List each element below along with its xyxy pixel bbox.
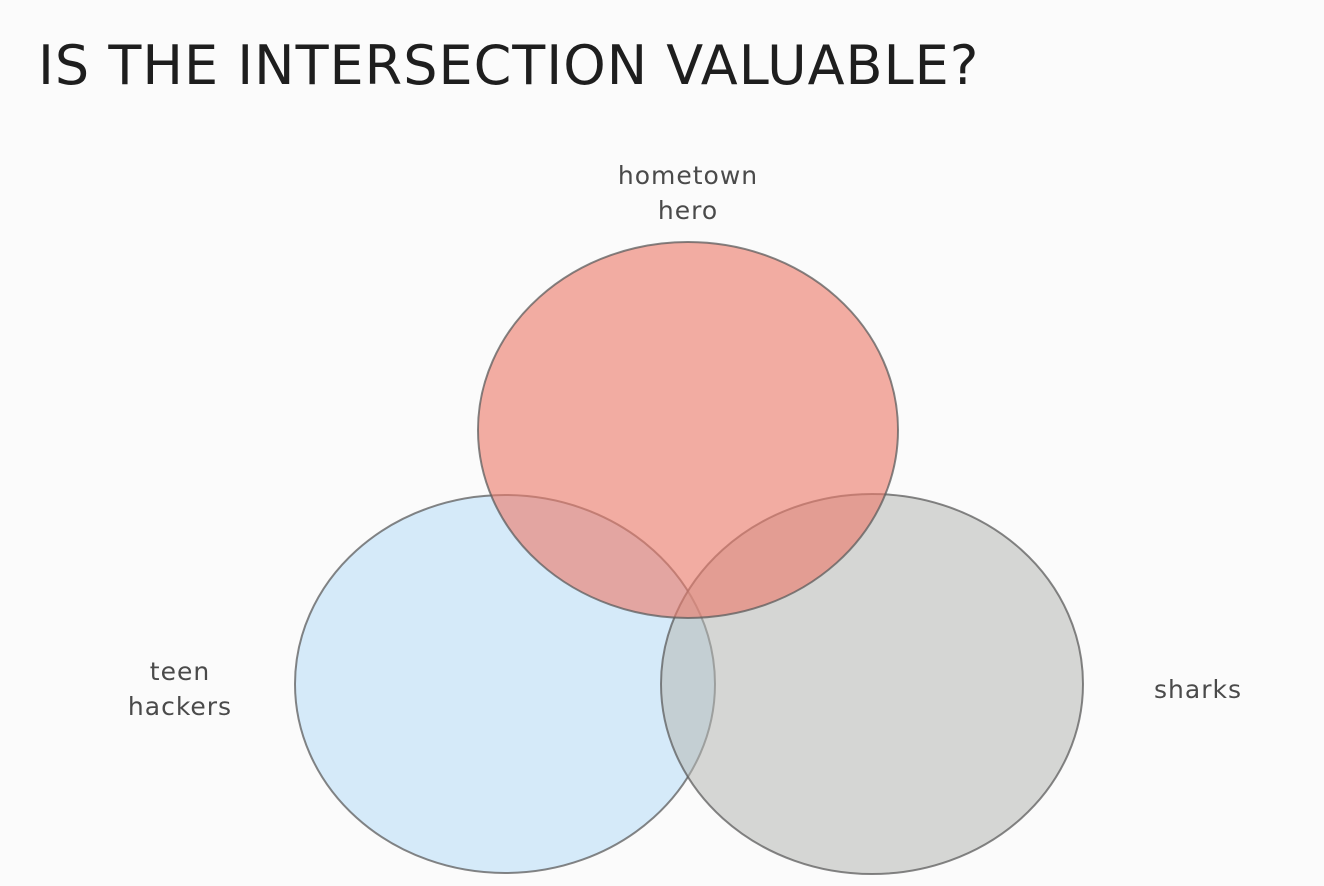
slide-title: IS THE INTERSECTION VALUABLE? bbox=[38, 34, 980, 97]
hometown-hero-circle bbox=[477, 241, 899, 619]
hometown-hero-label-line2: hero bbox=[657, 196, 719, 225]
sharks-label-line1: sharks bbox=[1154, 675, 1242, 704]
hometown-hero-label-line1: hometown bbox=[617, 161, 759, 190]
teen-hackers-label-line1: teen bbox=[149, 657, 211, 686]
teen-hackers-label: teen hackers bbox=[90, 654, 270, 724]
hometown-hero-label: hometown hero bbox=[588, 158, 788, 228]
teen-hackers-label-line2: hackers bbox=[127, 692, 233, 721]
sharks-label: sharks bbox=[1128, 672, 1268, 707]
